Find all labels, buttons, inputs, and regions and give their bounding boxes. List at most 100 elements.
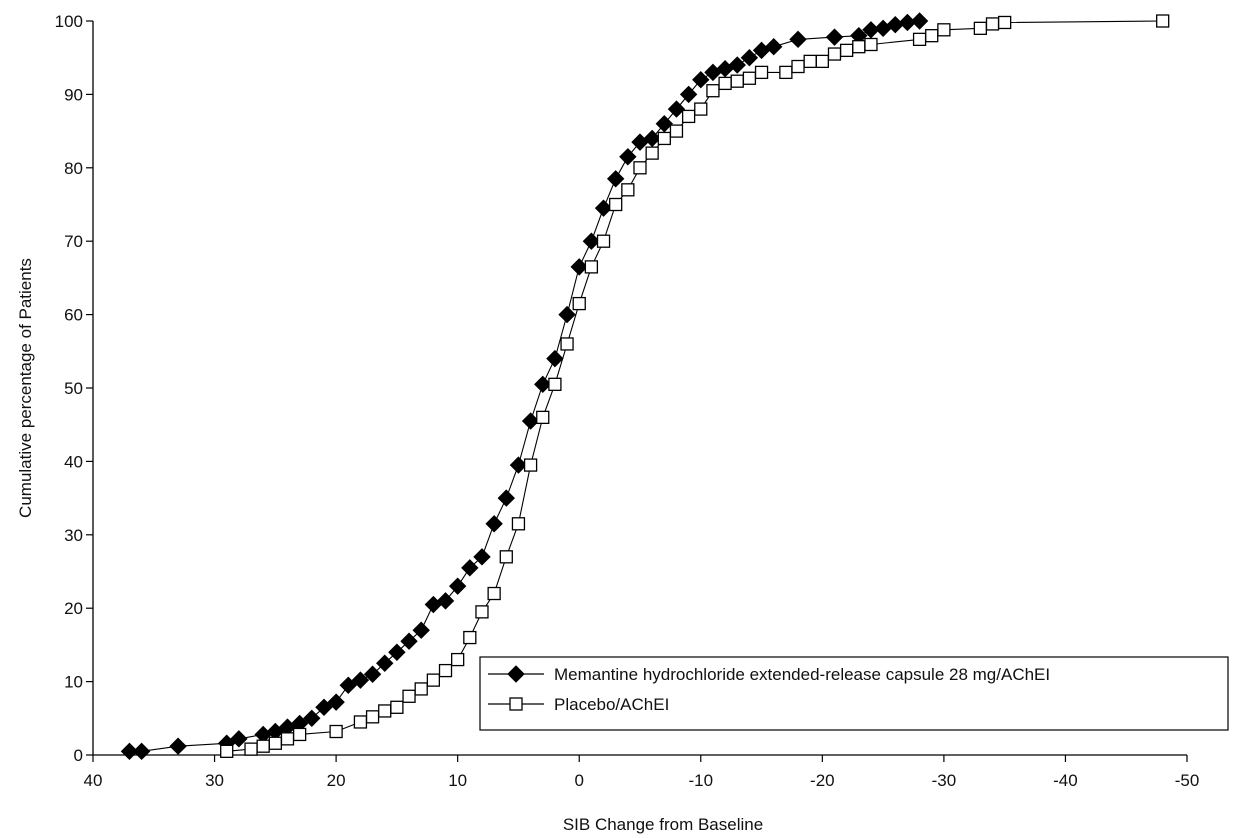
data-point-square <box>864 37 878 52</box>
series-line <box>226 20 1163 752</box>
data-point-square <box>426 673 441 687</box>
data-point-diamond <box>339 676 357 694</box>
data-point-square <box>560 337 574 351</box>
y-tick-label: 70 <box>64 232 83 251</box>
data-point-square <box>998 15 1012 30</box>
data-point-square <box>584 260 599 274</box>
data-point-diamond <box>132 742 151 761</box>
y-axis-label: Cumulative percentage of Patients <box>16 258 35 518</box>
data-point-square <box>596 234 611 248</box>
data-point-square <box>742 71 757 85</box>
data-point-square <box>827 47 842 61</box>
data-point-diamond <box>461 559 479 577</box>
data-point-diamond <box>473 548 491 566</box>
data-point-diamond <box>230 730 248 748</box>
y-tick-label: 80 <box>64 159 83 178</box>
data-point-diamond <box>120 742 139 761</box>
data-point-square <box>365 710 380 724</box>
legend-box <box>479 656 1229 731</box>
legend-label: Memantine hydrochloride extended-release… <box>554 665 1050 684</box>
x-tick-label: 10 <box>448 771 467 790</box>
data-point-diamond <box>570 258 588 276</box>
x-tick-label: -10 <box>688 771 713 790</box>
data-point-diamond <box>351 671 370 689</box>
data-point-square <box>390 700 404 714</box>
series-2 <box>220 14 1170 758</box>
data-point-square <box>839 43 854 58</box>
data-point-diamond <box>667 100 686 118</box>
data-point-diamond <box>400 632 418 650</box>
legend-item: Memantine hydrochloride extended-release… <box>488 665 1050 684</box>
x-tick-label: -30 <box>932 771 957 790</box>
data-point-square <box>815 54 829 69</box>
data-point-square <box>548 377 562 391</box>
data-point-square <box>852 40 866 54</box>
data-point-diamond <box>910 12 929 30</box>
data-point-square <box>475 605 489 619</box>
data-point-square <box>694 102 708 116</box>
y-tick-label: 50 <box>64 379 83 398</box>
x-axis-label: SIB Change from Baseline <box>563 815 763 834</box>
data-point-square <box>621 183 635 197</box>
y-tick-label: 0 <box>74 746 83 765</box>
data-point-square <box>353 715 368 729</box>
data-point-square <box>572 296 586 311</box>
data-point-diamond <box>825 28 844 46</box>
data-point-square <box>754 65 769 80</box>
data-point-diamond <box>765 37 783 56</box>
data-point-diamond <box>521 412 540 430</box>
data-point-square <box>706 84 720 98</box>
data-point-diamond <box>363 665 382 683</box>
data-point-diamond <box>728 56 746 74</box>
y-tick-label: 10 <box>64 673 83 692</box>
data-point-diamond <box>679 85 698 104</box>
data-point-square <box>499 550 513 564</box>
legend-marker-diamond <box>507 665 525 683</box>
data-point-diamond <box>619 148 637 166</box>
data-point-square <box>730 74 744 88</box>
legend-marker-square <box>509 697 523 711</box>
data-point-diamond <box>303 709 321 728</box>
data-point-diamond <box>534 375 552 394</box>
y-tick-label: 20 <box>64 599 83 618</box>
data-point-square <box>220 744 234 758</box>
data-point-square <box>657 131 671 146</box>
data-point-square <box>487 586 501 601</box>
data-point-diamond <box>509 456 528 474</box>
data-point-square <box>985 17 1000 31</box>
y-tick-label: 40 <box>64 452 83 471</box>
data-point-diamond <box>448 577 467 595</box>
data-point-square <box>414 682 428 696</box>
y-axis-ticks: 0 10 20 30 40 50 60 70 80 90 100 <box>55 12 93 765</box>
data-point-square <box>451 652 465 667</box>
data-point-square <box>609 197 623 212</box>
y-tick-label: 60 <box>64 306 83 325</box>
data-point-square <box>523 458 538 472</box>
series-1 <box>120 12 929 761</box>
x-axis-ticks: 40 30 20 10 0 -10 -20 -30 -40 -50 <box>84 755 1200 790</box>
data-point-square <box>463 630 477 645</box>
data-point-diamond <box>388 643 406 661</box>
data-point-diamond <box>497 489 515 507</box>
data-point-diamond <box>692 71 710 89</box>
data-point-diamond <box>789 30 807 49</box>
legend-label: Placebo/AChEI <box>554 695 669 714</box>
x-tick-label: -50 <box>1175 771 1200 790</box>
x-tick-label: 40 <box>84 771 103 790</box>
data-point-square <box>378 704 392 718</box>
y-tick-label: 90 <box>64 85 83 104</box>
data-point-diamond <box>740 48 759 67</box>
x-tick-label: -20 <box>810 771 835 790</box>
x-tick-label: 20 <box>327 771 346 790</box>
data-point-square <box>280 732 295 746</box>
data-point-diamond <box>376 654 394 672</box>
data-point-square <box>803 54 817 69</box>
data-point-diamond <box>546 349 564 368</box>
data-point-diamond <box>412 621 430 639</box>
data-point-diamond <box>643 129 661 148</box>
data-point-square <box>402 689 416 703</box>
data-point-diamond <box>594 199 613 217</box>
data-point-diamond <box>582 232 601 250</box>
